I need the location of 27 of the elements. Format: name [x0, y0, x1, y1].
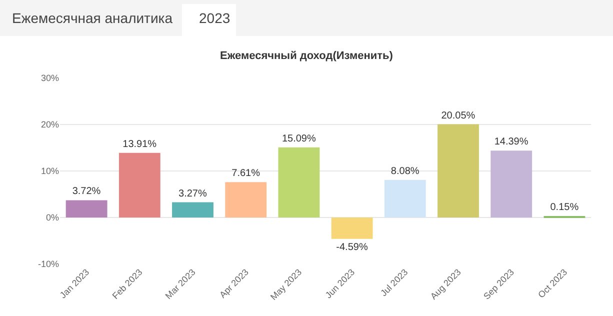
- data-label: 15.09%: [282, 133, 316, 144]
- y-tick-label: -10%: [38, 259, 59, 270]
- data-label: 13.91%: [122, 138, 157, 150]
- data-label: 0.15%: [550, 202, 579, 213]
- y-tick-label: 10%: [40, 166, 59, 176]
- bar: [172, 202, 214, 218]
- bar: [490, 150, 532, 218]
- bar: [331, 218, 373, 239]
- bar: [66, 200, 108, 218]
- chart-title: Ежемесячный доход(Изменить): [220, 50, 394, 62]
- text: 2023: [199, 10, 230, 26]
- data-label: 3.72%: [72, 186, 101, 198]
- data-label: -4.59%: [336, 242, 368, 253]
- bar: [225, 182, 267, 218]
- bar: [384, 180, 426, 218]
- data-label: 3.27%: [178, 188, 207, 200]
- bar: [118, 152, 160, 218]
- data-label: 20.05%: [441, 110, 476, 122]
- data-label: 7.61%: [232, 168, 260, 180]
- bar: [278, 147, 320, 218]
- bar: [438, 124, 479, 218]
- y-tick-label: 20%: [40, 120, 59, 130]
- data-label: 8.08%: [390, 166, 420, 177]
- y-tick-label: 0%: [46, 212, 59, 223]
- data-label: 14.39%: [494, 136, 528, 148]
- text: Ежемесячная аналитика: [12, 10, 173, 26]
- y-tick-label: 30%: [40, 73, 59, 84]
